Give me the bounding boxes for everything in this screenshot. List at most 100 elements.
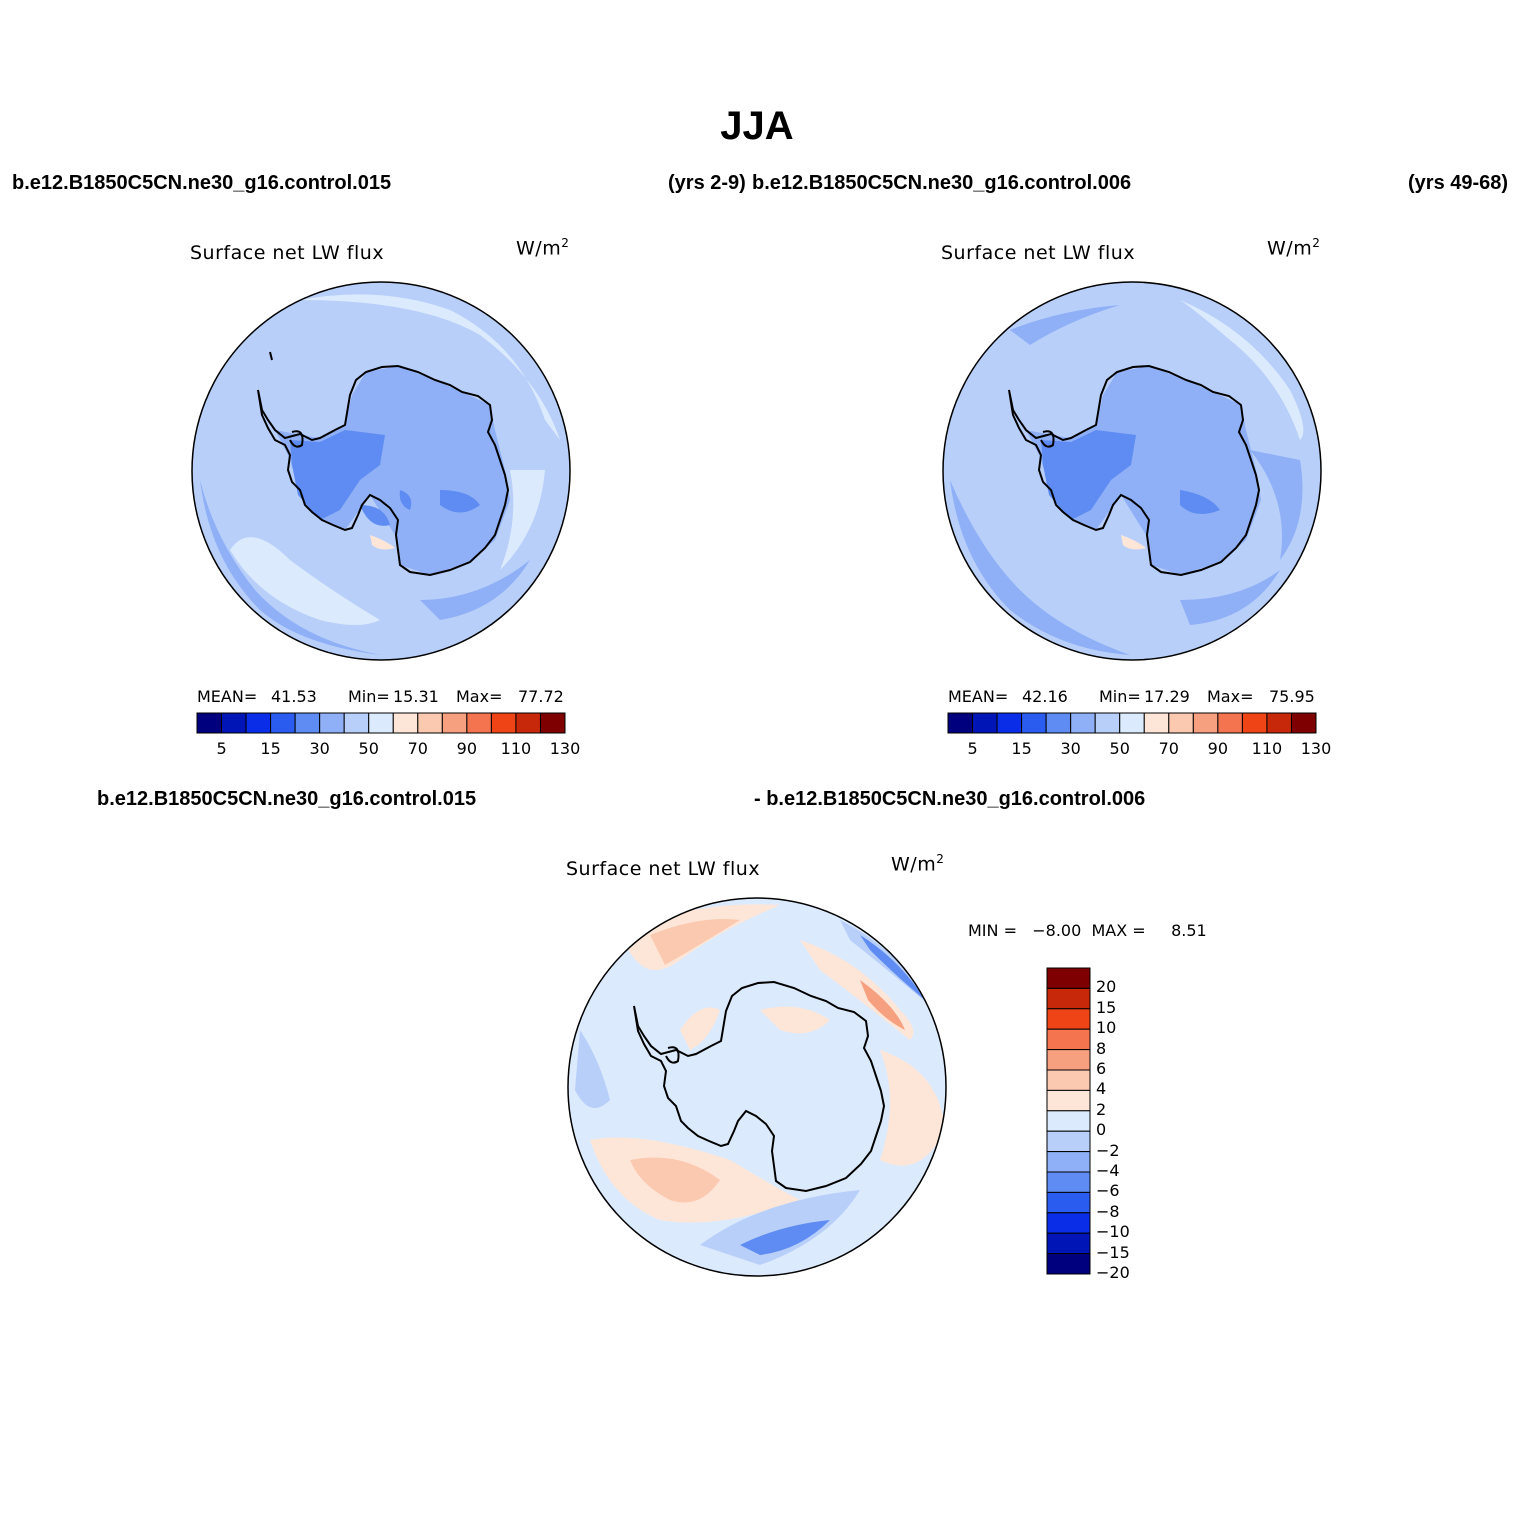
colorbar-swatch [343,712,370,734]
colorbar-tick-label: 30 [309,739,330,758]
colorbar-tick-label: −15 [1096,1242,1130,1262]
colorbar-tick-label: 90 [456,739,478,758]
colorbar-swatch [1266,712,1292,734]
colorbar-swatch [1046,1151,1091,1173]
colorbar-swatch [466,712,492,734]
colorbar-swatch [1046,1049,1091,1071]
colorbar3 [1046,967,1091,1275]
colorbar-tick-label: 110 [1251,739,1283,758]
colorbar2 [947,712,1317,734]
panel1-max: 77.72 [518,687,564,706]
colorbar-swatch [221,712,247,734]
panel2-mean: 42.16 [1022,687,1068,706]
colorbar-swatch [996,712,1023,734]
colorbar-swatch [1046,1089,1091,1112]
colorbar-tick-label: 15 [1096,997,1117,1017]
colorbar-tick-label: 110 [500,739,532,758]
colorbar-tick-label: 20 [1096,977,1117,997]
colorbar-swatch [1046,1008,1091,1030]
colorbar-tick-label: 5 [216,739,227,758]
colorbar-swatch [1094,712,1121,734]
colorbar-swatch [1241,712,1268,734]
years-label-left: (yrs 2-9) [668,172,746,194]
colorbar-swatch [1046,1253,1091,1275]
panel1-min: 15.31 [393,687,439,706]
colorbar-tick-label: 70 [407,739,428,758]
colorbar-tick-label: 130 [549,739,581,758]
colorbar-swatch [1046,1191,1091,1214]
colorbar-swatch [1046,967,1091,989]
case-label-left: b.e12.B1850C5CN.ne30_g16.control.015 [12,172,392,194]
panel1-mean-label: MEAN= [197,687,258,706]
colorbar-tick-label: 2 [1096,1099,1107,1119]
colorbar-tick-label: 30 [1060,739,1081,758]
panel2-mean-label: MEAN= [948,687,1009,706]
colorbar-swatch [294,712,321,734]
page-title: JJA [720,104,794,148]
years-label-right: (yrs 49-68) [1408,172,1509,194]
diff-label-left: b.e12.B1850C5CN.ne30_g16.control.015 [97,788,477,810]
colorbar-swatch [1046,1110,1091,1132]
colorbar-tick-label: 50 [1109,739,1130,758]
colorbar-tick-label: −8 [1096,1201,1120,1221]
colorbar-swatch [539,712,566,734]
colorbar-swatch [1217,712,1243,734]
colorbar-tick-label: 90 [1207,739,1229,758]
colorbar-tick-label: 130 [1300,739,1332,758]
colorbar-tick-label: 6 [1096,1059,1107,1078]
colorbar-swatch [245,712,272,734]
colorbar-swatch [1046,1171,1091,1193]
colorbar-swatch [1046,1028,1091,1051]
colorbar-swatch [270,712,296,734]
colorbar-swatch [196,712,223,734]
panel2-max-label: Max= [1207,687,1254,706]
colorbar-tick-label: 15 [260,739,281,758]
colorbar-tick-label: −4 [1096,1161,1120,1180]
colorbar-swatch [1070,712,1096,734]
colorbar-swatch [947,712,974,734]
panel1-units: W/m2 [516,236,570,260]
colorbar-swatch [392,712,419,734]
map-panel1 [192,282,570,660]
colorbar-swatch [1290,712,1317,734]
panel2-min: 17.29 [1144,687,1190,706]
colorbar-tick-label: 70 [1158,739,1179,758]
colorbar-tick-label: −20 [1096,1263,1130,1282]
colorbar-swatch [490,712,517,734]
colorbar-swatch [1168,712,1194,734]
colorbar-tick-label: −6 [1096,1181,1120,1201]
colorbar-swatch [1046,1212,1091,1234]
colorbar-swatch [972,712,998,734]
colorbar-swatch [1119,712,1145,734]
map-panel2 [943,282,1321,660]
colorbar-tick-label: −10 [1096,1222,1130,1242]
panel3-minmax: MIN = −8.00 MAX = 8.51 [968,921,1207,940]
panel3-units: W/m2 [891,852,945,876]
colorbar-tick-label: 15 [1011,739,1032,758]
case-label-right: b.e12.B1850C5CN.ne30_g16.control.006 [752,172,1132,194]
panel1-max-label: Max= [456,687,503,706]
panel3-title: Surface net LW flux [566,858,761,880]
colorbar-tick-label: 8 [1096,1038,1107,1058]
colorbar-swatch [1046,987,1091,1010]
colorbar-tick-label: −2 [1096,1140,1120,1160]
panel2-units: W/m2 [1267,236,1321,260]
panel1-min-label: Min= [348,687,390,706]
colorbar-tick-label: 5 [967,739,978,758]
colorbar-swatch [515,712,541,734]
colorbar-swatch [1192,712,1219,734]
panel2-title: Surface net LW flux [941,242,1136,264]
colorbar-swatch [1021,712,1047,734]
colorbar-swatch [417,712,443,734]
colorbar-swatch [319,712,345,734]
colorbar-tick-label: 50 [358,739,379,758]
panel2-max: 75.95 [1269,687,1315,706]
colorbar1 [196,712,566,734]
colorbar-swatch [1046,1232,1091,1255]
colorbar-swatch [441,712,468,734]
colorbar-tick-label: 10 [1096,1018,1117,1038]
diff-label-right: - b.e12.B1850C5CN.ne30_g16.control.006 [754,788,1146,810]
colorbar-tick-label: 0 [1096,1120,1107,1140]
panel1-mean: 41.53 [271,687,317,706]
